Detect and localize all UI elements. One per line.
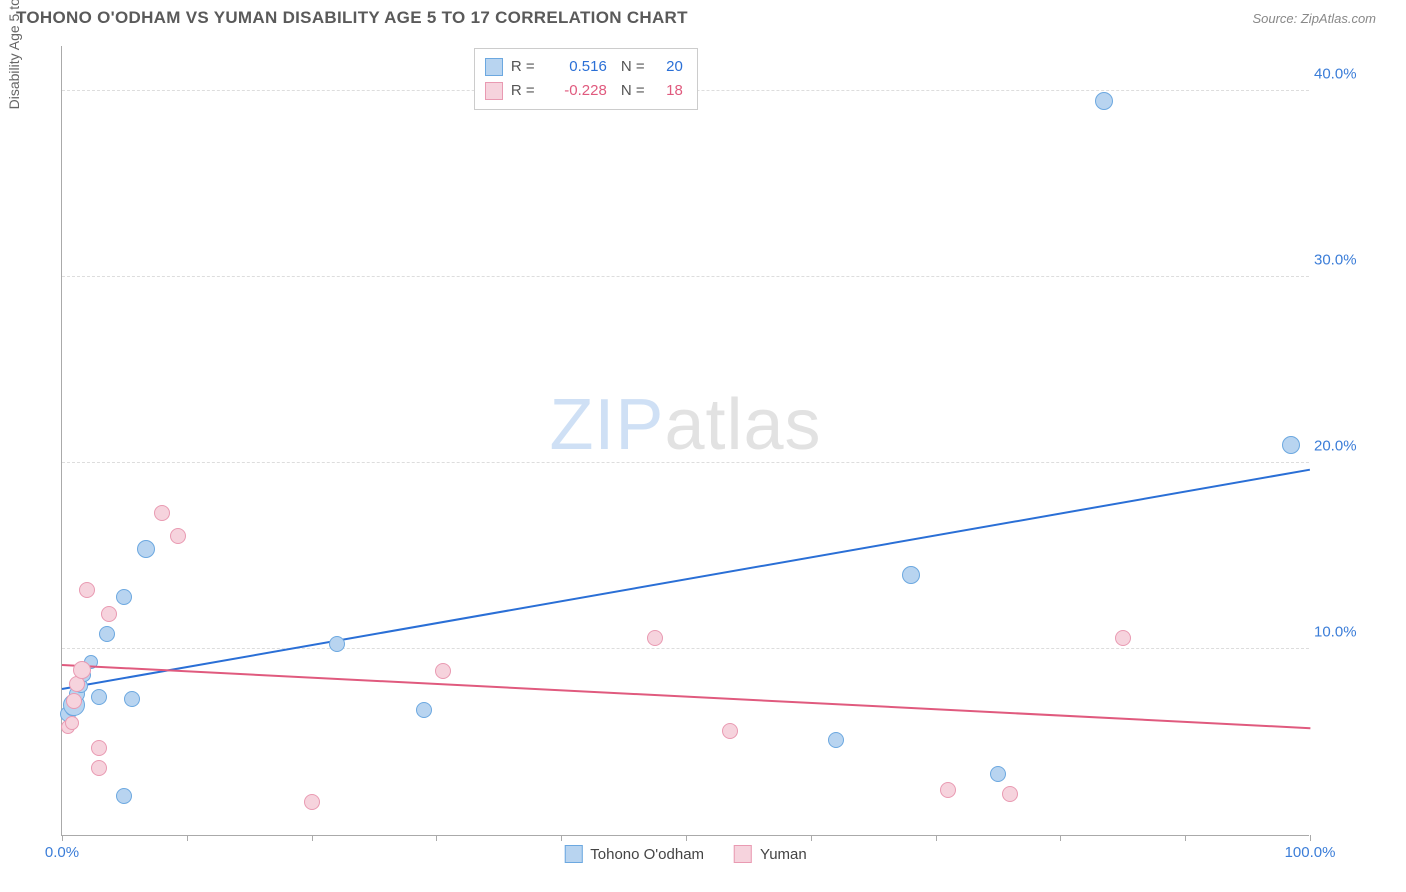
data-point bbox=[116, 589, 132, 605]
data-point bbox=[435, 663, 451, 679]
data-point bbox=[101, 606, 117, 622]
x-tick bbox=[436, 835, 437, 841]
data-point bbox=[79, 582, 95, 598]
data-point bbox=[1282, 436, 1300, 454]
data-point bbox=[329, 636, 345, 652]
data-point bbox=[69, 676, 85, 692]
x-tick bbox=[561, 835, 562, 841]
x-tick bbox=[1310, 835, 1311, 841]
y-tick-label: 40.0% bbox=[1314, 66, 1369, 83]
correlation-legend: R = 0.516 N = 20 R = -0.228 N = 18 bbox=[474, 48, 698, 110]
legend-swatch bbox=[564, 845, 582, 863]
gridline bbox=[62, 462, 1309, 463]
data-point bbox=[902, 566, 920, 584]
data-point bbox=[137, 540, 155, 558]
legend-r-value: -0.228 bbox=[549, 79, 607, 103]
data-point bbox=[1002, 786, 1018, 802]
y-tick-label: 30.0% bbox=[1314, 252, 1369, 269]
legend-n-label: N = bbox=[621, 79, 651, 103]
data-point bbox=[170, 528, 186, 544]
y-tick-label: 20.0% bbox=[1314, 438, 1369, 455]
data-point bbox=[99, 626, 115, 642]
legend-row: R = -0.228 N = 18 bbox=[485, 79, 683, 103]
x-tick bbox=[1060, 835, 1061, 841]
data-point bbox=[73, 661, 91, 679]
data-point bbox=[647, 630, 663, 646]
x-tick bbox=[62, 835, 63, 841]
legend-n-value: 18 bbox=[659, 79, 683, 103]
legend-swatch bbox=[485, 58, 503, 76]
series-legend-item: Tohono O'odham bbox=[564, 845, 704, 863]
x-tick bbox=[187, 835, 188, 841]
legend-n-value: 20 bbox=[659, 55, 683, 79]
x-tick bbox=[312, 835, 313, 841]
data-point bbox=[91, 760, 107, 776]
x-tick-label: 100.0% bbox=[1285, 844, 1336, 861]
watermark-zip: ZIP bbox=[549, 385, 664, 465]
data-point bbox=[990, 766, 1006, 782]
x-tick-label: 0.0% bbox=[45, 844, 79, 861]
series-name: Yuman bbox=[760, 846, 807, 863]
x-tick bbox=[1185, 835, 1186, 841]
y-axis-label: Disability Age 5 to 17 bbox=[6, 0, 22, 109]
legend-r-label: R = bbox=[511, 79, 541, 103]
trendline bbox=[62, 664, 1310, 729]
legend-row: R = 0.516 N = 20 bbox=[485, 55, 683, 79]
data-point bbox=[1095, 92, 1113, 110]
y-tick-label: 10.0% bbox=[1314, 624, 1369, 641]
data-point bbox=[91, 740, 107, 756]
legend-swatch bbox=[734, 845, 752, 863]
data-point bbox=[828, 732, 844, 748]
series-name: Tohono O'odham bbox=[590, 846, 704, 863]
chart-source: Source: ZipAtlas.com bbox=[1252, 11, 1376, 26]
gridline bbox=[62, 648, 1309, 649]
data-point bbox=[722, 723, 738, 739]
data-point bbox=[304, 794, 320, 810]
data-point bbox=[1115, 630, 1131, 646]
watermark-atlas: atlas bbox=[664, 385, 821, 465]
data-point bbox=[154, 505, 170, 521]
x-tick bbox=[936, 835, 937, 841]
watermark: ZIPatlas bbox=[549, 384, 821, 466]
chart-header: TOHONO O'ODHAM VS YUMAN DISABILITY AGE 5… bbox=[0, 0, 1406, 32]
legend-r-label: R = bbox=[511, 55, 541, 79]
legend-r-value: 0.516 bbox=[549, 55, 607, 79]
gridline bbox=[62, 276, 1309, 277]
data-point bbox=[940, 782, 956, 798]
data-point bbox=[116, 788, 132, 804]
data-point bbox=[91, 689, 107, 705]
data-point bbox=[65, 716, 79, 730]
data-point bbox=[416, 702, 432, 718]
series-legend-item: Yuman bbox=[734, 845, 807, 863]
x-tick bbox=[811, 835, 812, 841]
plot-region: ZIPatlas 10.0%20.0%30.0%40.0%0.0%100.0%R… bbox=[61, 46, 1309, 836]
legend-swatch bbox=[485, 82, 503, 100]
data-point bbox=[124, 691, 140, 707]
chart-title: TOHONO O'ODHAM VS YUMAN DISABILITY AGE 5… bbox=[16, 8, 688, 28]
legend-n-label: N = bbox=[621, 55, 651, 79]
trendline bbox=[62, 469, 1310, 690]
data-point bbox=[66, 693, 82, 709]
x-tick bbox=[686, 835, 687, 841]
series-legend: Tohono O'odham Yuman bbox=[564, 845, 806, 863]
